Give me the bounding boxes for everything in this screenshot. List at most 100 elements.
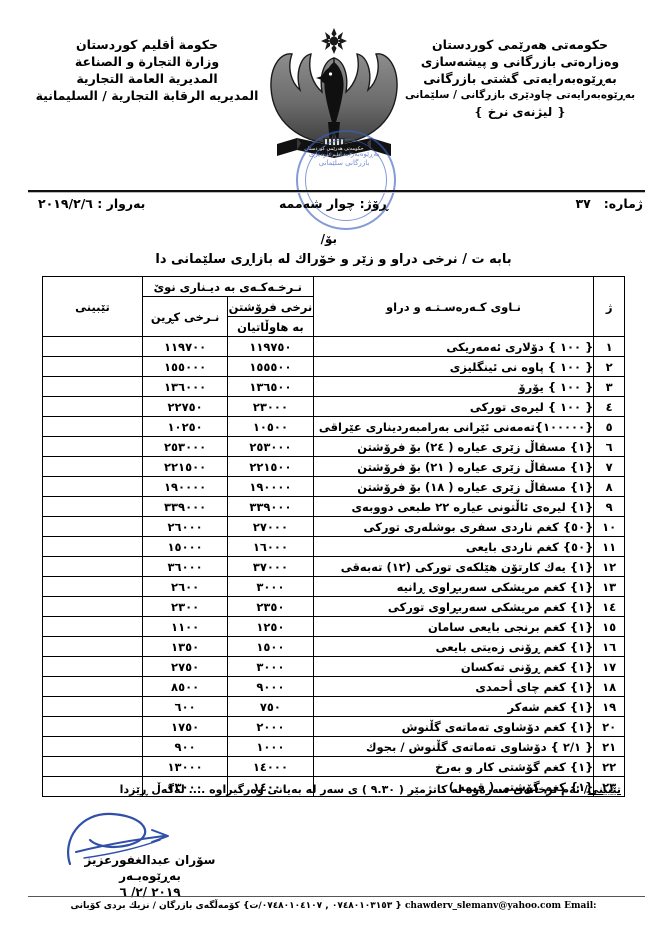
row-note [42,756,143,777]
table-row: ٥ {١٠٠٠٠٠}تەمەنى ئێرانى بەرامبەردینارى عێ… [42,416,625,437]
header-kurdish-line-3: بەڕێوەبەرایەتى گشتى بازرگانى [423,71,617,86]
row-item-name: {١} كغم ڕۆنى تەكسان [312,656,595,677]
document-day-value: چوار شەممە [278,196,356,211]
row-number: ١٧ [593,656,625,677]
row-sell-price: ١٥٥٥٠٠ [227,356,314,377]
row-buy-price: ١٠٢٥٠ [141,416,229,437]
row-sell-price: ٣٠٠٠ [227,576,314,597]
row-note [42,696,143,717]
row-note [42,776,143,797]
header-row-2: نرخى فرۆشتن نـرخى كڕین [43,296,625,337]
row-item-name: {١} كغم مریشكى سەربڕاوى ڕانیە [312,576,595,597]
document-number-value: ٣٧ [575,196,591,211]
row-sell-price: ٢٥٣٠٠٠ [227,436,314,457]
col-header-no: ژ [593,276,625,337]
row-buy-price: ١٣٠٠٠ [141,756,229,777]
row-buy-price: ١٣٥٠ [141,636,229,657]
row-item-name: { ١٠٠ } پاوە نى ئینگلیزى [312,356,595,377]
row-sell-price: ١٩٠٠٠٠ [227,476,314,497]
row-number: ١٩ [593,696,625,717]
row-item-name: {١} كغم ڕۆنى زەیتى بایعى [312,636,595,657]
row-sell-price: ١٥٠٠ [227,636,314,657]
table-row: ٤{ ١٠٠ } لیرەى توركى ٢٣٠٠٠ ٢٢٧٥٠ [42,396,625,417]
document-day: ڕۆژ: چوار شەممە [279,196,388,211]
row-sell-price: ٣٣٩٠٠٠ [227,496,314,517]
row-buy-price: ٢٢١٥٠٠ [141,456,229,477]
document-number: ژمارە: ٣٧ [575,196,643,211]
row-item-name: {١} كغم برنجى بایعى سامان [312,616,595,637]
document-date-label: بەروار : [97,196,146,211]
row-number: ٨ [593,476,625,497]
row-number: ١٣ [593,576,625,597]
row-note [42,576,143,597]
row-sell-price: ٣٠٠٠ [227,656,314,677]
price-table-head: ژ نـاوى كـەرەسـتـە و دراو نـرخـەكـەى بە … [42,276,625,337]
row-buy-price: ١٥٠٠٠ [141,536,229,557]
header-kurdish-subline: بەڕێوەبەرایەتى چاودێرى بازرگانى / سلێمان… [404,89,636,101]
row-sell-price: ٢٠٠٠ [227,716,314,737]
header-divider [28,190,645,193]
row-item-name: { ١٠٠ } دۆلارى ئەمەریكى [312,336,595,357]
header-row-3: بە هاوڵاتیان [43,316,625,337]
footer-email-value[interactable]: chawderv_slemanv@yahoo.com [404,901,561,911]
row-note [42,676,143,697]
table-row: ٧ {١} مسقاڵ زێرى عیارە ( ٢١) بۆ فرۆشتن ٢٢١… [42,456,625,477]
row-note [42,536,143,557]
row-number: ١٤ [593,596,625,617]
row-note [42,736,143,757]
row-number: ١٢ [593,556,625,577]
row-number: ٥ [593,416,625,437]
row-sell-price: ١٣٦٥٠٠ [227,376,314,397]
addressee-line: بۆ/ [320,232,337,246]
row-item-name: { ١٠٠ } لیرەى توركى [312,396,595,417]
row-item-name: {١} مسقاڵ زێرى عیارە ( ١٨) بۆ فرۆشتن [312,476,595,497]
row-sell-price: ٣٧٠٠٠ [227,556,314,577]
col-header-note: تێبینى [42,276,143,337]
row-sell-price: ١٤٠٠٠ [227,756,314,777]
row-item-name: {١} لیرەى ئاڵتونى عیارە ٢٢ طبعى دووبەى [312,496,595,517]
row-buy-price: ٢٦٠٠ [141,576,229,597]
row-item-name: {٥٠} كغم ناردى سفرى بوشلەرى توركى [312,516,595,537]
row-item-name: {٥٠} كغم ناردى بایعى [312,536,595,557]
table-row: ٣{ ١٠٠ } یۆرۆ ١٣٦٥٠٠ ١٣٦٠٠٠ [42,376,625,397]
col-header-buy: نـرخى كڕین [141,296,229,337]
row-sell-price: ٧٥٠ [227,696,314,717]
row-buy-price: ٢٢٧٥٠ [141,396,229,417]
signature-block: سۆران عبدالغفورعزیز بەڕێوەبـەر ٢٠١٩ /٢/ … [0,852,300,900]
row-sell-price: ١٢٥٠ [227,616,314,637]
row-buy-price: ٢٦٠٠٠ [141,516,229,537]
row-item-name: { ٢/١ } دۆشاوى تەماتەى گڵنوش / بجوك [312,736,595,757]
table-row: ٢١{ ٢/١ } دۆشاوى تەماتەى گڵنوش / بجوك ١٠٠… [42,736,625,757]
table-row: ١١ {٥٠} كغم ناردى بایعى ١٦٠٠٠ ١٥٠٠٠ [42,536,625,557]
header-arabic-line-1: حكومة أقليم كوردستان [75,37,219,52]
row-note [42,656,143,677]
signature-title: بەڕێوەبـەر [119,869,181,883]
row-buy-price: ٣٣٩٠٠٠ [141,496,229,517]
row-item-name: {١} كغم گۆشتى كار و بەرخ [312,756,595,777]
row-note [42,416,143,437]
row-buy-price: ١٩٠٠٠٠ [141,476,229,497]
row-note [42,476,143,497]
row-number: ٧ [593,456,625,477]
row-buy-price: ١١٩٧٠٠ [141,336,229,357]
row-note [42,356,143,377]
row-note [42,636,143,657]
row-note [42,516,143,537]
col-header-sell-sub: بە هاوڵاتیان [227,316,314,337]
table-row: ٢٣ {١} كغم گۆشتى ( قیمە ) ١٤٠٠٠ ١٣٠٠٠ [42,776,625,797]
row-number: ١٦ [593,636,625,657]
table-row: ٨ {١} مسقاڵ زێرى عیارە ( ١٨) بۆ فرۆشتن ١٩٠… [42,476,625,497]
row-item-name: {١} كغم مریشكى سەربڕاوى توركى [312,596,595,617]
row-buy-price: ١٧٥٠ [141,716,229,737]
table-row: ١٩ {١} كغم شەكر ٧٥٠ ٦٠٠ [42,696,625,717]
table-row: ١٣ {١} كغم مریشكى سەربڕاوى ڕانیە ٣٠٠٠ ٢٦٠٠ [42,576,625,597]
table-row: ٢٠ {١} كغم دۆشاوى تەماتەى گڵنوش ٢٠٠٠ ١٧٥٠ [42,716,625,737]
row-number: ١٨ [593,676,625,697]
row-note [42,456,143,477]
document-date: بەروار : ٢٠١٩/٢/٦ [38,196,145,211]
meta-line: ژمارە: ٣٧ ڕۆژ: چوار شەممە بەروار : ٢٠١٩/… [0,196,667,222]
footer-note: تێبینى/ ئەم نرخانەى سەرەوە لە كاتژمێر ( … [46,783,621,796]
row-number: ٩ [593,496,625,517]
row-number: ٢١ [593,736,625,757]
